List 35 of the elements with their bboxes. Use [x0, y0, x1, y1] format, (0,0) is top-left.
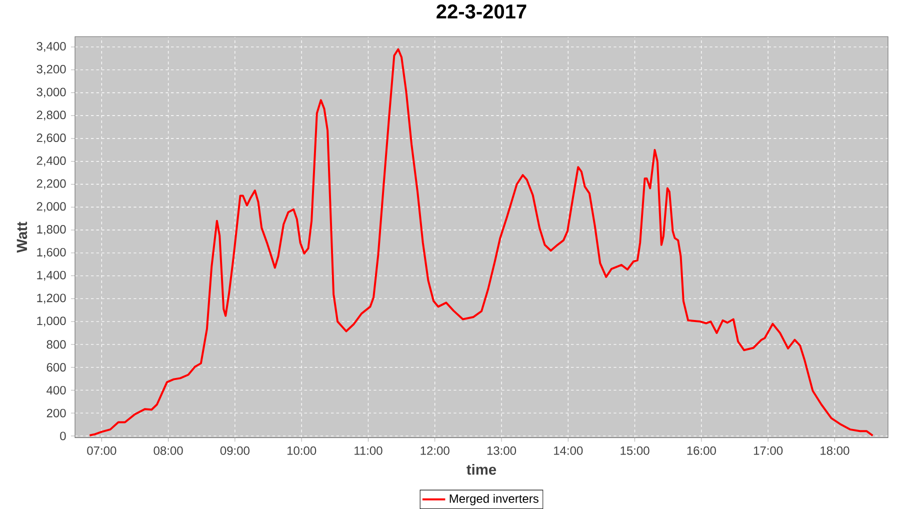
y-axis-title: Watt	[16, 222, 28, 253]
y-tick-label: 2,600	[36, 134, 66, 144]
y-tick-label: 2,000	[36, 202, 66, 212]
y-tick-label: 1,200	[37, 294, 66, 304]
x-tick-label: 07:00	[87, 446, 116, 455]
y-tick-label: 1,800	[37, 225, 66, 235]
y-tick-label: 2,800	[36, 110, 66, 121]
line-series	[88, 48, 874, 437]
y-tick-label: 400	[46, 386, 66, 394]
y-tick-label: 1,600	[37, 248, 66, 258]
y-tick-label: 0	[60, 432, 66, 440]
y-tick-label: 600	[46, 363, 66, 372]
x-tick-label: 11:00	[354, 446, 382, 455]
y-tick-label: 3,400	[36, 42, 66, 52]
x-tick-label: 18:00	[820, 446, 850, 455]
y-tick-label: 3,000	[36, 88, 66, 98]
y-tick-label: 3,200	[36, 64, 66, 75]
x-tick-label: 12:00	[420, 446, 450, 455]
x-tick-label: 08:00	[154, 446, 183, 455]
y-tick-label: 200	[46, 408, 66, 418]
y-tick-label: 2,200	[36, 179, 66, 190]
y-tick-label: 1,000	[37, 316, 66, 326]
x-tick-label: 17:00	[754, 446, 783, 455]
y-tick-label: 800	[46, 340, 66, 349]
x-tick-label: 14:00	[554, 446, 583, 455]
x-tick-label: 10:00	[287, 446, 316, 455]
chart-title: 22-3-2017	[436, 4, 526, 19]
x-tick-label: 09:00	[220, 446, 250, 455]
x-tick-label: 16:00	[687, 446, 716, 455]
y-tick-label: 1,400	[37, 270, 66, 281]
y-tick-label: 2,400	[36, 156, 66, 166]
x-axis-title: time	[466, 464, 496, 475]
x-tick-label: 13:00	[487, 446, 516, 455]
x-tick-label: 15:00	[620, 446, 650, 455]
legend-label: Merged inverters	[450, 494, 538, 506]
